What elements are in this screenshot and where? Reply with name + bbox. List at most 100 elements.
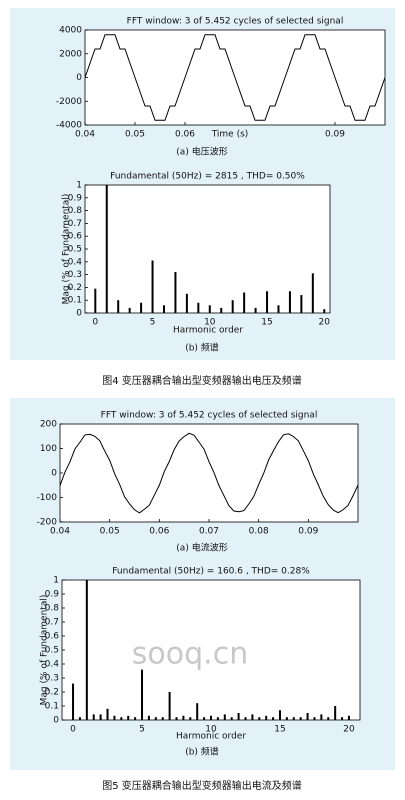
y-tick-label: 200 xyxy=(40,420,57,430)
bar xyxy=(175,717,178,720)
y-tick-label: 0.3 xyxy=(45,674,59,684)
bar xyxy=(92,714,95,720)
y-tick-label: 0 xyxy=(76,309,82,319)
chart-title: Fundamental (50Hz) = 160.6 , THD= 0.28% xyxy=(112,567,310,577)
bar xyxy=(300,295,303,313)
bar xyxy=(237,713,240,720)
bar xyxy=(168,692,171,720)
y-tick-label: 0.8 xyxy=(45,604,60,614)
bar xyxy=(243,292,246,313)
bar xyxy=(162,305,165,313)
x-tick-label: 0.09 xyxy=(298,527,318,537)
bar xyxy=(230,717,233,720)
bar xyxy=(128,307,131,313)
bar xyxy=(223,714,226,720)
bar xyxy=(72,683,75,720)
watermark: sooq.cn xyxy=(132,637,248,672)
bar xyxy=(254,307,257,313)
x-tick-label: 0.08 xyxy=(249,527,269,537)
bar xyxy=(320,714,323,720)
bar xyxy=(120,717,123,720)
bar xyxy=(266,291,269,313)
plot-marks xyxy=(72,580,350,720)
y-tick-label: 0.5 xyxy=(68,245,82,255)
bar xyxy=(189,717,192,720)
x-tick-label: 0.04 xyxy=(75,130,95,140)
bar xyxy=(105,185,108,313)
bar xyxy=(277,305,280,313)
bar xyxy=(99,714,102,720)
bar xyxy=(285,717,288,720)
bar xyxy=(334,706,337,720)
bar xyxy=(141,669,144,720)
bar xyxy=(306,713,309,720)
x-tick-label: 10 xyxy=(205,725,217,735)
x-axis-label: Time (s) xyxy=(211,130,249,140)
y-tick-label: 0 xyxy=(53,716,59,726)
y-tick-label: 0.6 xyxy=(45,632,60,642)
x-axis-label: Harmonic order xyxy=(176,732,246,742)
y-tick-label: 0.8 xyxy=(68,206,83,216)
y-tick-label: 0.5 xyxy=(45,646,59,656)
panel-caption: (b) 频谱 xyxy=(185,746,219,758)
bar xyxy=(151,260,154,313)
bar xyxy=(182,715,185,720)
plot-marks xyxy=(60,432,358,514)
panel-caption: (a) 电流波形 xyxy=(176,542,227,554)
bar xyxy=(78,717,81,720)
plot-marks xyxy=(94,185,326,313)
y-tick-label: 0.7 xyxy=(45,618,59,628)
x-tick-label: 0.05 xyxy=(125,130,145,140)
x-tick-label: 0.06 xyxy=(149,527,169,537)
bar xyxy=(154,717,157,720)
y-tick-label: -4000 xyxy=(56,121,82,131)
x-tick-label: 20 xyxy=(319,318,331,328)
y-tick-label: 0.1 xyxy=(68,296,82,306)
bar xyxy=(185,293,188,313)
x-tick-label: 0 xyxy=(70,725,76,735)
y-tick-label: 1 xyxy=(76,181,82,191)
bar xyxy=(196,703,199,720)
x-tick-label: 0.06 xyxy=(175,130,195,140)
x-tick-label: 0.09 xyxy=(325,130,345,140)
bar xyxy=(251,714,254,720)
y-tick-label: 0.4 xyxy=(45,660,60,670)
y-tick-label: 0.3 xyxy=(68,270,82,280)
bar xyxy=(161,717,164,720)
x-tick-label: 5 xyxy=(150,318,156,328)
bar xyxy=(210,715,212,720)
y-tick-label: 0 xyxy=(51,469,57,479)
x-tick-label: 0.04 xyxy=(50,527,70,537)
x-tick-label: 5 xyxy=(139,725,145,735)
y-tick-label: 2000 xyxy=(59,49,82,59)
y-tick-label: 0.2 xyxy=(45,688,59,698)
x-tick-label: 0.07 xyxy=(199,527,219,537)
bar xyxy=(292,717,295,720)
y-tick-label: 4000 xyxy=(59,26,82,36)
x-axis-label: Harmonic order xyxy=(173,326,243,336)
x-tick-label: 20 xyxy=(343,725,355,735)
bar xyxy=(288,291,291,313)
bar xyxy=(347,715,350,720)
bar xyxy=(94,288,97,313)
bar xyxy=(265,715,268,720)
bar xyxy=(313,717,316,720)
plot-area xyxy=(84,184,331,314)
bar xyxy=(341,717,344,720)
panel-caption: (a) 电压波形 xyxy=(176,146,227,158)
y-tick-label: 0.1 xyxy=(45,702,59,712)
x-tick-label: 15 xyxy=(261,318,272,328)
figure-caption: 图5 变压器耦合输出型变频器输出电流及频谱 xyxy=(102,779,302,792)
chart-title: FFT window: 3 of 5.452 cycles of selecte… xyxy=(127,17,344,27)
chart-title: FFT window: 3 of 5.452 cycles of selecte… xyxy=(101,411,318,421)
y-tick-label: 0.7 xyxy=(68,219,82,229)
bar xyxy=(311,273,314,313)
bar xyxy=(220,307,223,313)
bar xyxy=(244,717,247,720)
x-tick-label: 0.05 xyxy=(100,527,120,537)
bar xyxy=(106,708,109,720)
bar xyxy=(140,302,143,313)
panel-caption: (b) 频谱 xyxy=(185,342,219,354)
waveform-line xyxy=(60,432,358,514)
